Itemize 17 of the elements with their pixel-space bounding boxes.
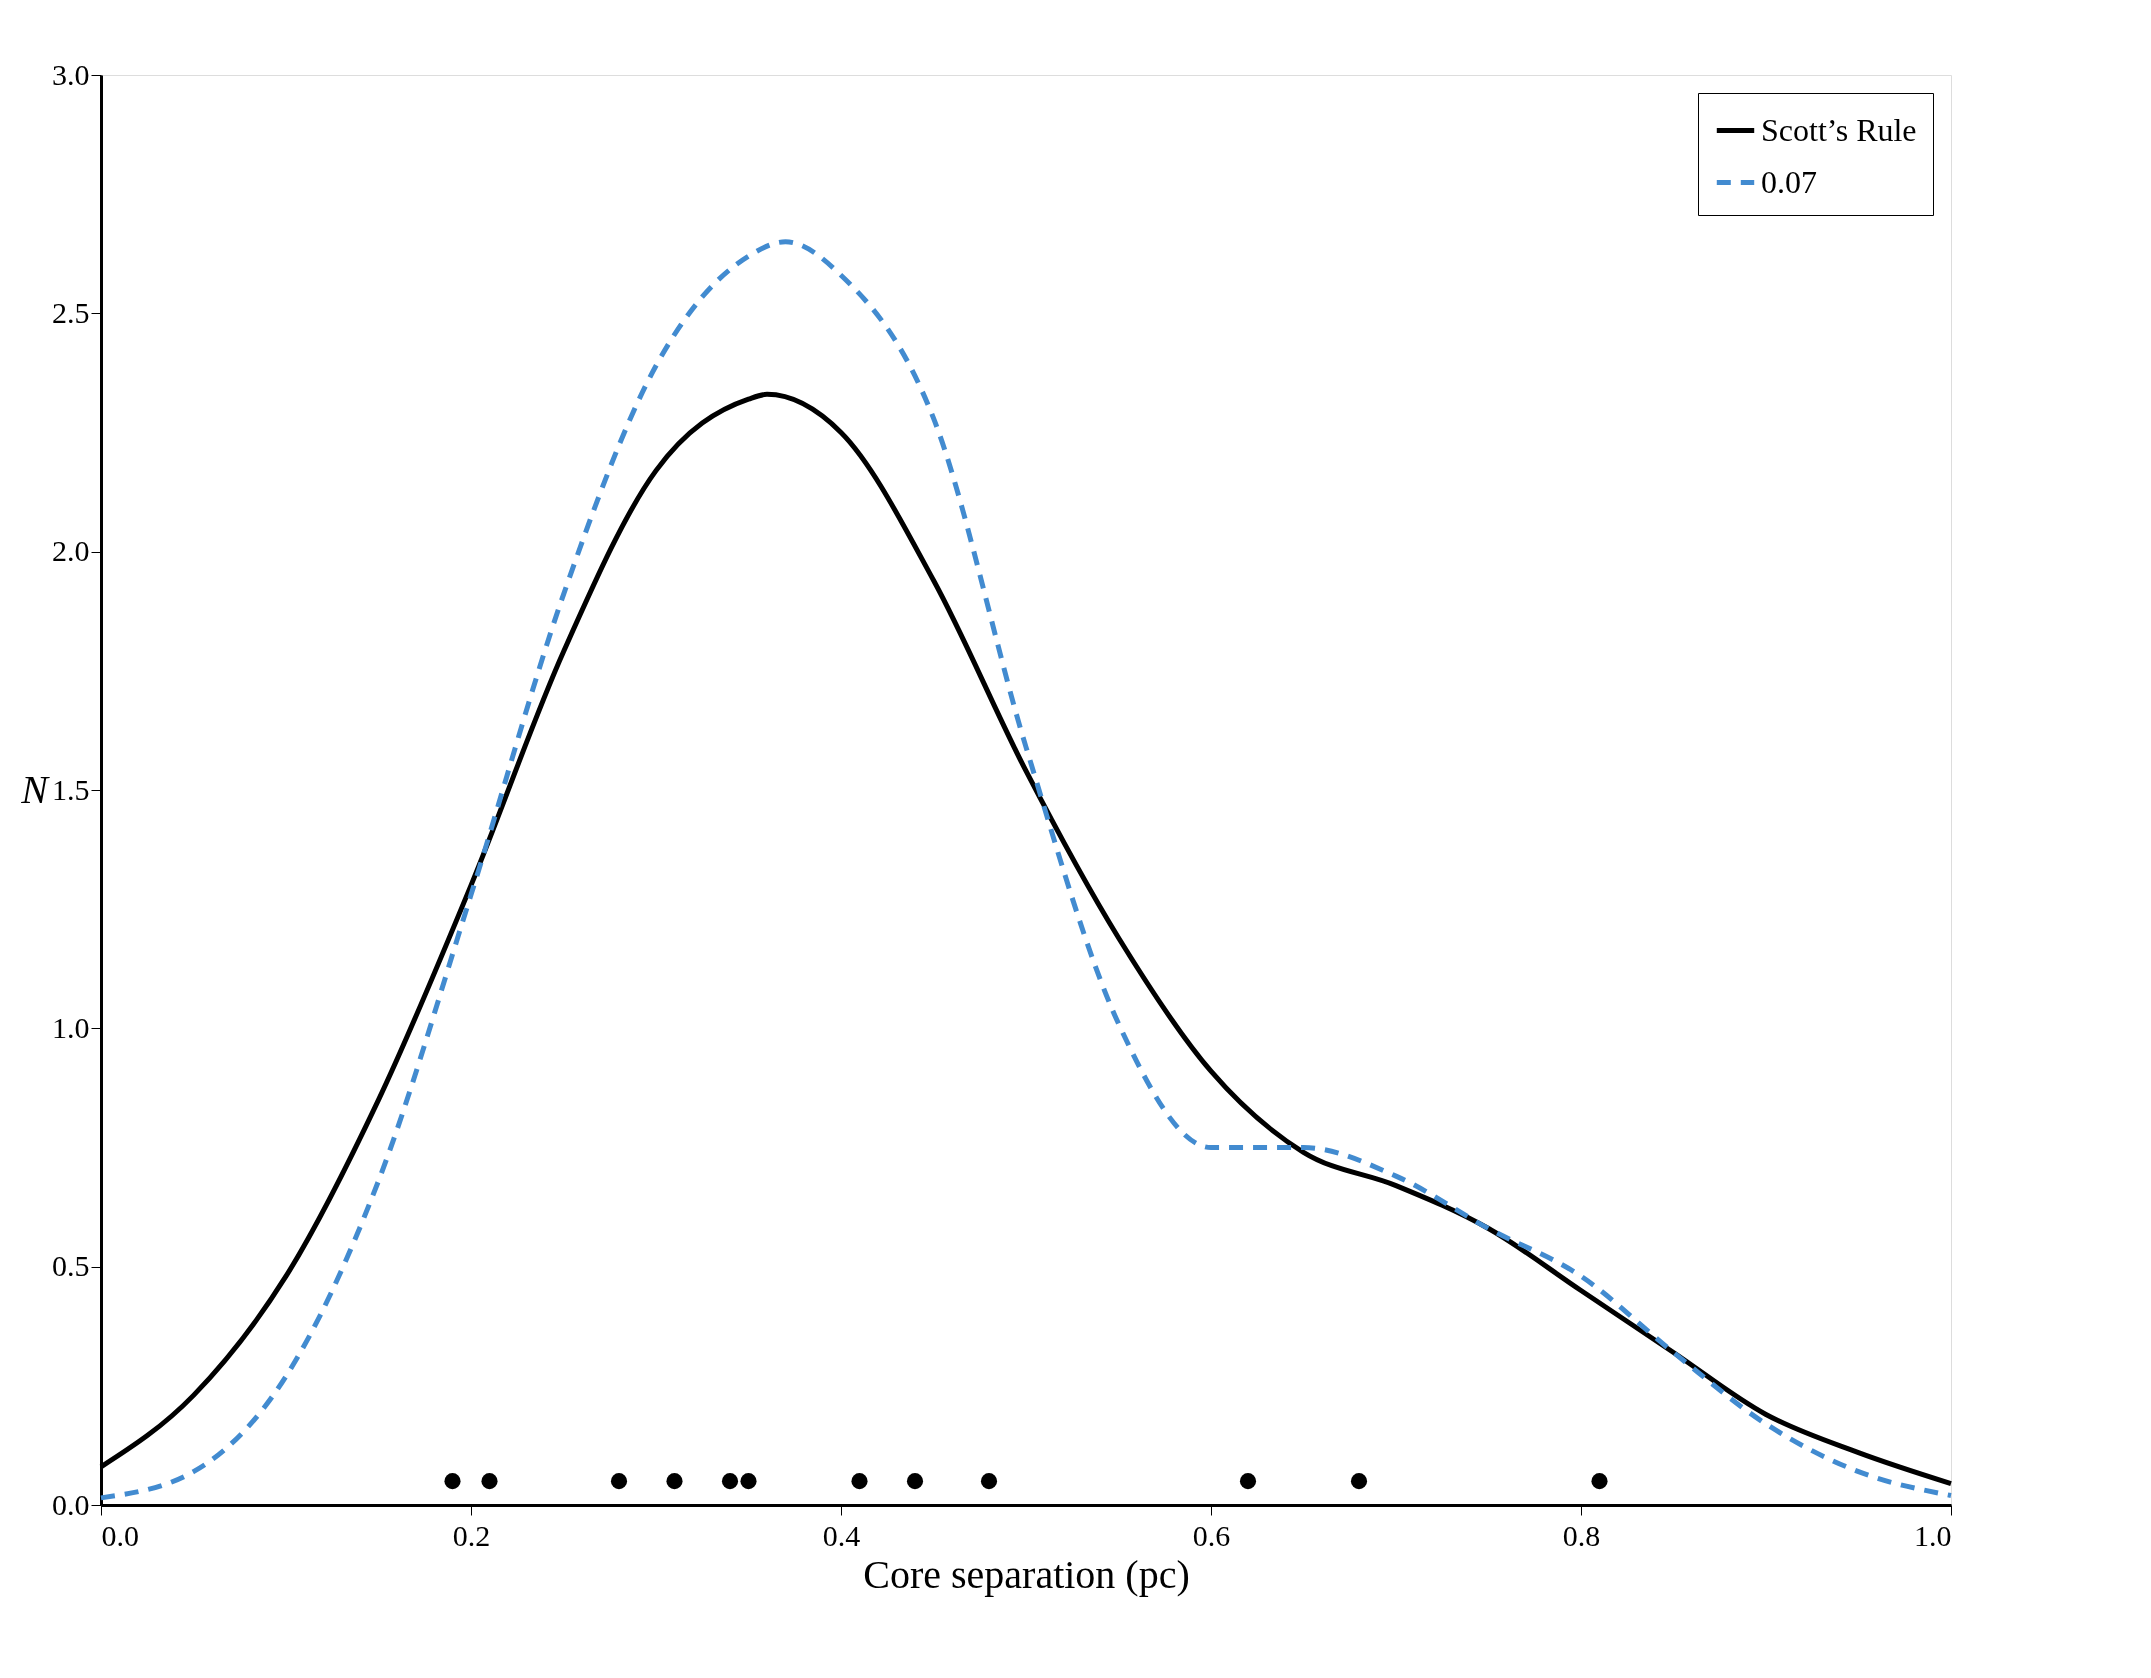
y-tick-label: 0.5 xyxy=(52,1249,90,1283)
y-tick-label: 1.5 xyxy=(52,772,90,806)
y-tick-label: 2.0 xyxy=(52,534,90,568)
x-tick-label: 0.4 xyxy=(822,1518,861,1552)
x-tick-label: 0.8 xyxy=(1562,1518,1601,1552)
x-tick-label: 0.0 xyxy=(101,1518,139,1552)
x-tick-label: 0.6 xyxy=(1192,1518,1231,1552)
x-tick-label: 0.2 xyxy=(452,1518,491,1552)
legend-label: 0.07 xyxy=(1761,163,1817,200)
y-tick-label: 0.0 xyxy=(52,1487,90,1521)
x-tick-label: 1.0 xyxy=(1914,1518,1952,1552)
y-tick-label: 2.5 xyxy=(52,295,90,329)
y-axis-title: N xyxy=(20,766,51,812)
x-axis-title: Core separation (pc) xyxy=(863,1551,1190,1597)
legend-label: Scott’s Rule xyxy=(1761,111,1917,148)
y-tick-label: 3.0 xyxy=(52,57,90,91)
y-tick-label: 1.0 xyxy=(52,1010,90,1044)
